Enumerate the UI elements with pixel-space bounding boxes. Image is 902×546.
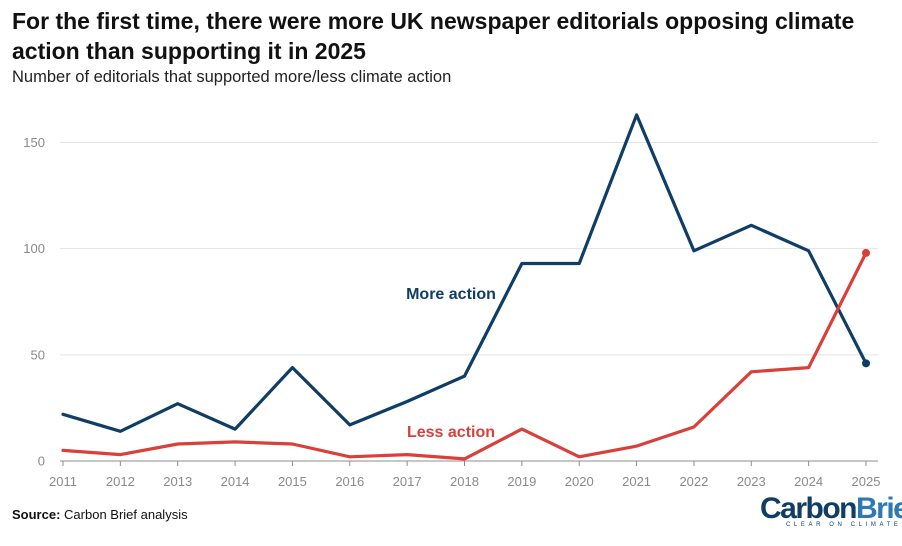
- x-tick-label: 2017: [393, 474, 422, 489]
- x-tick-label: 2019: [507, 474, 536, 489]
- source-label: Source:: [12, 507, 61, 522]
- more-action-end-point: [862, 359, 870, 368]
- gridlines: [60, 141, 878, 462]
- x-tick-label: 2020: [565, 474, 594, 489]
- source-text: Carbon Brief analysis: [64, 507, 188, 522]
- x-tick-label: 2016: [335, 474, 364, 489]
- x-tick-label: 2014: [221, 474, 250, 489]
- more-action-label: More action: [406, 286, 496, 303]
- x-tick-label: 2025: [852, 474, 881, 489]
- x-tick-label: 2022: [679, 474, 708, 489]
- more-action-line: [61, 113, 868, 433]
- y-axis-ticks: 0 50 100 150: [23, 135, 45, 469]
- less-action-end-point: [862, 248, 870, 257]
- x-tick-label: 2015: [278, 474, 307, 489]
- x-axis-ticks: 2011 2012 2013 2014 2015 2016 2017 2018 2019 2020…: [49, 461, 880, 489]
- x-tick-label: 2018: [450, 474, 479, 489]
- y-tick-label: 50: [31, 347, 45, 362]
- logo-primary: Carbon: [760, 492, 858, 525]
- x-tick-label: 2013: [163, 474, 192, 489]
- x-tick-label: 2012: [106, 474, 135, 489]
- logo-secondary: Brief: [856, 492, 902, 525]
- series-lines: [61, 113, 870, 461]
- less-action-label: Less action: [407, 424, 495, 441]
- less-action-line: [61, 251, 868, 461]
- x-tick-label: 2023: [737, 474, 766, 489]
- x-tick-label: 2011: [49, 474, 77, 489]
- source-note: Source: Carbon Brief analysis: [12, 507, 188, 522]
- y-tick-label: 0: [38, 454, 45, 469]
- logo-tagline: CLEAR ON CLIMATE: [786, 522, 902, 528]
- y-tick-label: 150: [23, 135, 45, 150]
- x-tick-label: 2024: [794, 474, 823, 489]
- series-labels: More action Less action: [406, 286, 496, 441]
- x-tick-label: 2021: [622, 474, 651, 489]
- chart-subtitle: Number of editorials that supported more…: [12, 68, 452, 86]
- chart-title: For the first time, there were more UK n…: [12, 8, 855, 64]
- y-tick-label: 100: [23, 241, 45, 256]
